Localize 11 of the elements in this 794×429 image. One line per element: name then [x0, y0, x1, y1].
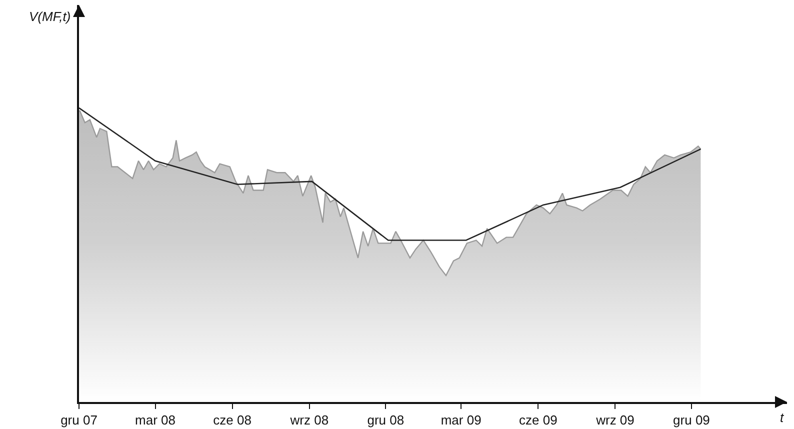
x-tick-label: cze 08 [213, 412, 252, 428]
x-tick-label: mar 08 [135, 412, 176, 428]
x-axis-title: t [780, 410, 785, 425]
x-tick-label: wrz 08 [289, 412, 329, 428]
text: V(MF,t) [29, 9, 71, 24]
x-tick-label: wrz 09 [595, 412, 634, 428]
x-tick-label: gru 09 [673, 412, 710, 428]
x-tick-label: gru 07 [60, 412, 98, 428]
x-tick-label: mar 09 [440, 412, 482, 428]
x-tick-label: cze 09 [518, 412, 558, 428]
x-tick-label: gru 08 [367, 412, 404, 428]
